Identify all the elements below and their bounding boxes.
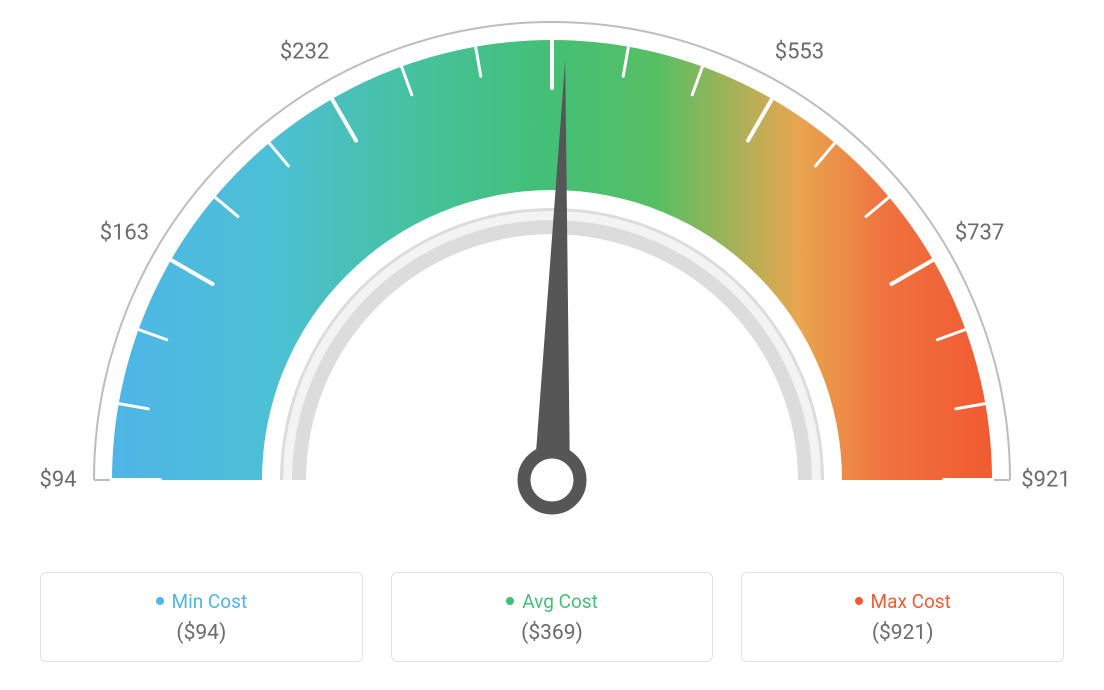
legend-avg-value: ($369) <box>521 621 583 645</box>
legend-min-value: ($94) <box>176 621 226 645</box>
legend-row: Min Cost ($94) Avg Cost ($369) Max Cost … <box>0 572 1104 662</box>
gauge-label: $232 <box>280 40 329 65</box>
gauge-label: $94 <box>39 468 76 493</box>
legend-min-label: Min Cost <box>172 590 248 613</box>
cost-gauge: $94$163$232$369$553$737$921 <box>0 0 1104 560</box>
legend-card-min: Min Cost ($94) <box>40 572 363 662</box>
legend-min-top: Min Cost <box>156 590 248 613</box>
legend-max-dot <box>855 597 863 605</box>
gauge-label: $553 <box>775 40 824 65</box>
legend-card-max: Max Cost ($921) <box>741 572 1064 662</box>
legend-card-avg: Avg Cost ($369) <box>391 572 714 662</box>
legend-avg-dot <box>506 597 514 605</box>
gauge-label: $921 <box>1021 468 1070 493</box>
gauge-label: $737 <box>955 220 1004 245</box>
legend-avg-top: Avg Cost <box>506 590 598 613</box>
legend-avg-label: Avg Cost <box>522 590 598 613</box>
legend-min-dot <box>156 597 164 605</box>
gauge-svg <box>0 0 1104 560</box>
legend-max-label: Max Cost <box>871 590 951 613</box>
gauge-label: $163 <box>100 220 149 245</box>
legend-max-top: Max Cost <box>855 590 951 613</box>
legend-max-value: ($921) <box>872 621 934 645</box>
